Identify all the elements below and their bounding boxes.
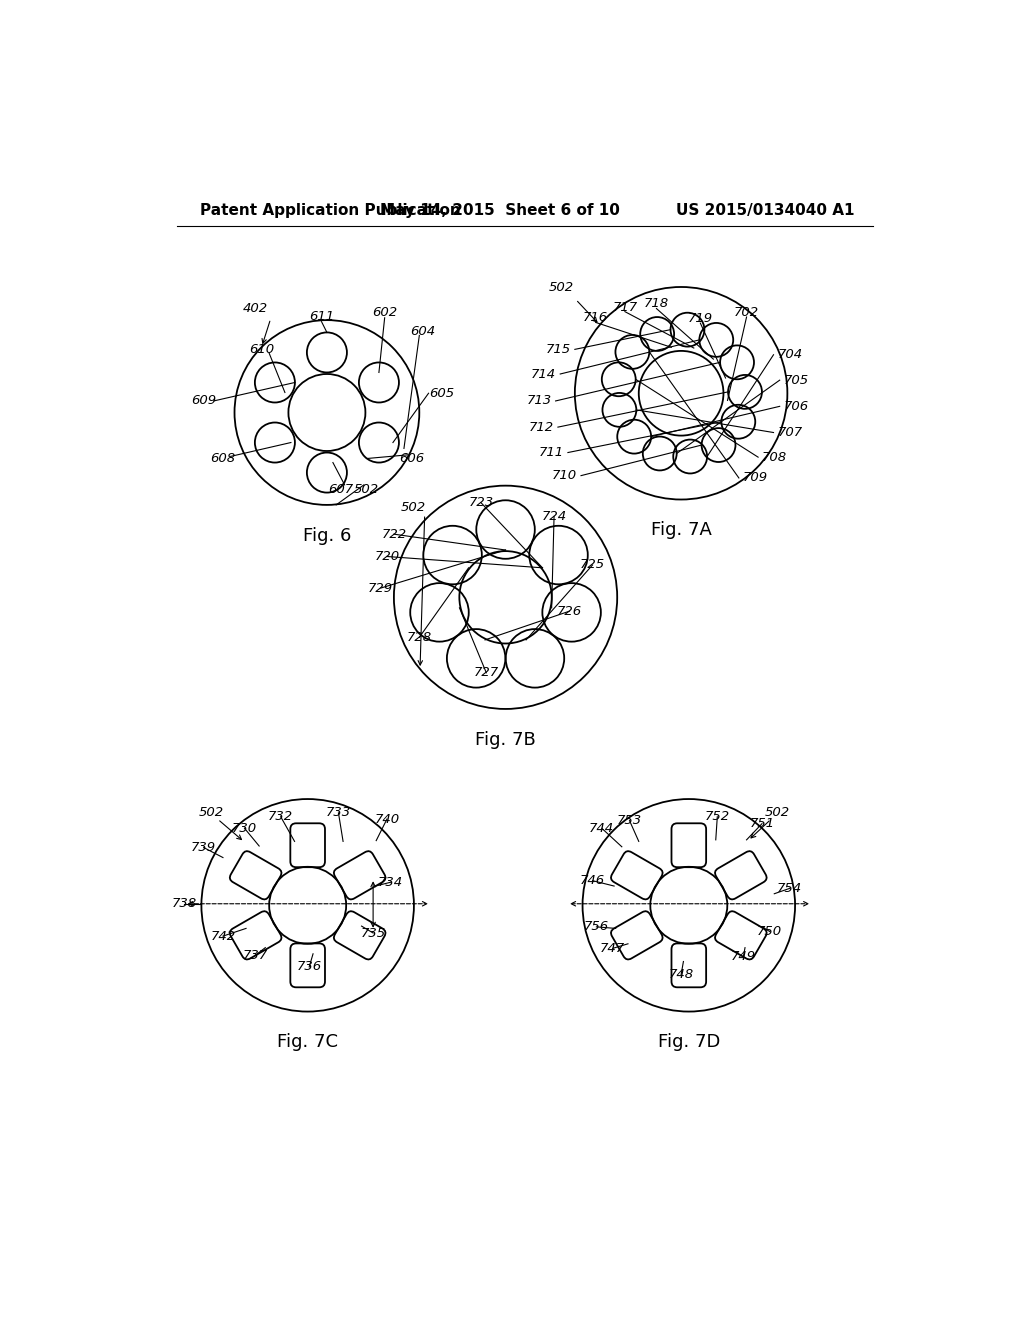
Text: 502: 502	[549, 281, 574, 294]
Text: 710: 710	[552, 469, 578, 482]
Text: 502: 502	[353, 483, 379, 496]
Text: 717: 717	[612, 301, 638, 314]
Text: Fig. 7C: Fig. 7C	[278, 1034, 338, 1051]
Text: 716: 716	[583, 312, 608, 325]
Text: 736: 736	[297, 961, 322, 973]
Text: 722: 722	[381, 528, 407, 541]
Text: 712: 712	[529, 421, 554, 434]
Text: 607: 607	[329, 483, 353, 496]
Text: 720: 720	[375, 550, 399, 564]
Text: 727: 727	[474, 667, 499, 680]
Text: US 2015/0134040 A1: US 2015/0134040 A1	[676, 203, 854, 218]
Text: 733: 733	[326, 807, 351, 820]
Text: Patent Application Publication: Patent Application Publication	[200, 203, 461, 218]
Text: 732: 732	[268, 810, 293, 824]
Text: 740: 740	[375, 813, 399, 825]
Text: 604: 604	[411, 325, 436, 338]
Text: 751: 751	[750, 817, 774, 830]
Text: Fig. 7D: Fig. 7D	[657, 1034, 720, 1051]
Text: 608: 608	[210, 453, 236, 465]
Text: 749: 749	[731, 949, 756, 962]
Text: 602: 602	[372, 306, 397, 319]
Text: 750: 750	[757, 925, 782, 939]
Text: May 14, 2015  Sheet 6 of 10: May 14, 2015 Sheet 6 of 10	[380, 203, 621, 218]
Text: 734: 734	[378, 875, 403, 888]
Text: 756: 756	[584, 920, 609, 933]
Text: 611: 611	[309, 310, 334, 323]
Text: 730: 730	[232, 822, 257, 834]
Text: 737: 737	[243, 949, 268, 962]
Text: Fig. 7A: Fig. 7A	[650, 521, 712, 540]
Text: 708: 708	[762, 450, 787, 463]
Text: 713: 713	[526, 395, 552, 408]
Text: 709: 709	[742, 471, 768, 484]
Text: 719: 719	[688, 312, 713, 325]
Text: Fig. 7B: Fig. 7B	[475, 731, 536, 748]
Text: 729: 729	[369, 582, 393, 594]
Text: 726: 726	[557, 605, 582, 618]
Text: 753: 753	[616, 814, 642, 828]
Text: 744: 744	[589, 822, 614, 834]
Text: 739: 739	[191, 841, 216, 854]
Text: 402: 402	[243, 302, 268, 315]
Text: 606: 606	[399, 453, 424, 465]
Text: 724: 724	[542, 510, 566, 523]
Text: 723: 723	[468, 496, 494, 510]
Text: 610: 610	[249, 343, 274, 356]
Text: 706: 706	[783, 400, 809, 413]
Text: 728: 728	[407, 631, 432, 644]
Text: 609: 609	[191, 395, 216, 408]
Text: 707: 707	[777, 426, 803, 440]
Text: 715: 715	[546, 343, 571, 356]
Text: 711: 711	[539, 446, 564, 459]
Text: 714: 714	[531, 367, 556, 380]
Text: 746: 746	[580, 874, 605, 887]
Text: 605: 605	[429, 387, 455, 400]
Text: 705: 705	[783, 374, 809, 387]
Text: 725: 725	[580, 558, 605, 572]
Text: 752: 752	[705, 810, 730, 824]
Text: 502: 502	[199, 807, 224, 820]
Text: 742: 742	[210, 929, 236, 942]
Text: 738: 738	[172, 898, 197, 911]
Text: 754: 754	[777, 882, 802, 895]
Text: 502: 502	[400, 500, 426, 513]
Text: 502: 502	[765, 807, 790, 820]
Text: 748: 748	[669, 968, 693, 981]
Text: 747: 747	[600, 942, 625, 954]
Text: 718: 718	[644, 297, 669, 310]
Text: 702: 702	[734, 306, 759, 319]
Text: 735: 735	[360, 927, 386, 940]
Text: 704: 704	[777, 348, 803, 362]
Text: Fig. 6: Fig. 6	[303, 527, 351, 545]
